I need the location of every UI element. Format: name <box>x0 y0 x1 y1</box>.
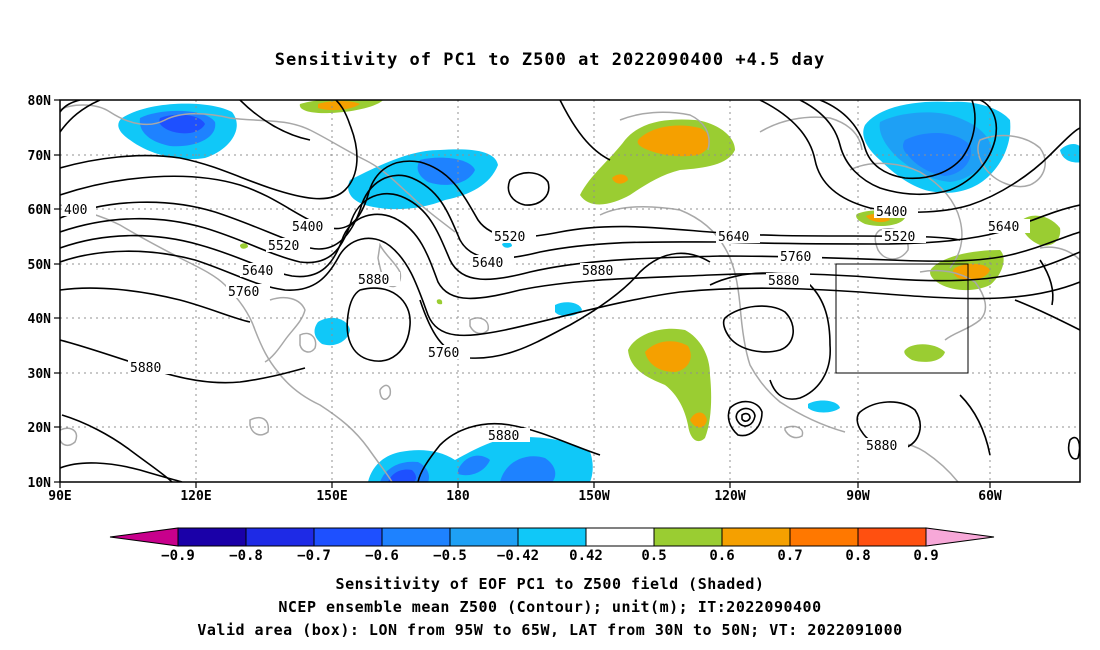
valid-area-box <box>835 263 969 374</box>
lat-label: 60N <box>28 203 52 218</box>
contour-label: 5640 <box>718 230 749 245</box>
contour-label: 5880 <box>768 274 799 289</box>
chart-title: Sensitivity of PC1 to Z500 at 2022090400… <box>274 50 826 70</box>
tick-marks <box>54 99 991 488</box>
neg-patch-japan-sea <box>314 317 350 346</box>
colorbar-label: 0.42 <box>569 548 603 564</box>
lon-label: 180 <box>446 489 470 504</box>
contour-label: 5400 <box>876 205 907 220</box>
footer-line-3: Valid area (box): LON from 95W to 65W, L… <box>197 621 903 639</box>
lon-label: 120W <box>714 489 745 504</box>
colorbar-label: 0.9 <box>913 548 938 564</box>
pos-patch-dot1 <box>240 243 248 249</box>
colorbar-label: −0.7 <box>297 548 331 564</box>
contour-label: 5880 <box>488 429 519 444</box>
colorbar-swatch <box>177 527 247 547</box>
lon-label: 90W <box>846 489 870 504</box>
colorbar-swatch <box>585 527 655 547</box>
contour-label: 400 <box>64 203 87 218</box>
contour-label: 5520 <box>268 239 299 254</box>
contour-label: 5880 <box>358 273 389 288</box>
colorbar-label: −0.9 <box>161 548 195 564</box>
colorbar: −0.9 −0.8 −0.7 −0.6 −0.5 −0.42 0.42 0.5 0.6 0.7 0.… <box>109 527 995 564</box>
neg-patch-small3 <box>502 242 512 248</box>
colorbar-label: 0.7 <box>777 548 802 564</box>
contour-label: 5520 <box>494 230 525 245</box>
neg-patch-small2 <box>808 400 840 413</box>
contour-labels: 400 5400 5520 5640 5760 5880 5520 5640 5… <box>62 202 1030 454</box>
colorbar-high-arrow <box>925 527 995 547</box>
lon-label: 120E <box>180 489 211 504</box>
longitude-labels: 90E 120E 150E 180 150W 120W 90W 60W <box>48 489 1002 504</box>
lat-label: 70N <box>28 149 52 164</box>
contour-label: 5880 <box>130 361 161 376</box>
colorbar-label: −0.42 <box>497 548 539 564</box>
colorbar-label: −0.5 <box>433 548 467 564</box>
contour-label: 5760 <box>428 346 459 361</box>
coastlines <box>60 104 1080 482</box>
contour-label: 5640 <box>988 220 1019 235</box>
colorbar-swatch <box>653 527 723 547</box>
colorbar-swatch <box>313 527 383 547</box>
pos-patch-dot2 <box>436 299 443 305</box>
latitude-labels: 80N 70N 60N 50N 40N 30N 20N 10N <box>28 94 52 491</box>
lat-label: 10N <box>28 476 52 491</box>
colorbar-label: 0.5 <box>641 548 666 564</box>
colorbar-swatch <box>721 527 791 547</box>
lon-label: 60W <box>978 489 1002 504</box>
colorbar-swatch <box>857 527 927 547</box>
lat-label: 20N <box>28 421 52 436</box>
colorbar-swatch <box>245 527 315 547</box>
colorbar-swatch <box>381 527 451 547</box>
contour-label: 5760 <box>228 285 259 300</box>
colorbar-swatch <box>789 527 859 547</box>
colorbar-label: −0.6 <box>365 548 399 564</box>
footer-line-1: Sensitivity of EOF PC1 to Z500 field (Sh… <box>335 575 765 593</box>
lon-label: 90E <box>48 489 71 504</box>
contour-label: 5760 <box>780 250 811 265</box>
colorbar-swatch <box>517 527 587 547</box>
lat-label: 30N <box>28 367 52 382</box>
contour-label: 5640 <box>472 256 503 271</box>
colorbar-low-arrow <box>109 527 179 547</box>
contour-label: 5520 <box>884 230 915 245</box>
pos-patch-atlantic <box>1021 215 1061 246</box>
lat-label: 50N <box>28 258 52 273</box>
contour-label: 5640 <box>242 264 273 279</box>
colorbar-label: 0.6 <box>709 548 734 564</box>
lat-label: 40N <box>28 312 52 327</box>
colorbar-label: 0.8 <box>845 548 870 564</box>
contour-label: 5400 <box>292 220 323 235</box>
footer-line-2: NCEP ensemble mean Z500 (Contour); unit(… <box>278 598 822 616</box>
neg-patch-okhotsk <box>348 149 498 210</box>
plot-frame <box>59 99 1081 483</box>
colorbar-label: −0.8 <box>229 548 263 564</box>
pos-patch-gulf <box>904 344 945 362</box>
colorbar-swatch <box>449 527 519 547</box>
contour-label: 5880 <box>866 439 897 454</box>
contour-label: 5880 <box>582 264 613 279</box>
lat-label: 80N <box>28 94 52 109</box>
sensitivity-shading <box>118 100 1080 482</box>
lon-label: 150W <box>578 489 609 504</box>
lon-label: 150E <box>316 489 347 504</box>
